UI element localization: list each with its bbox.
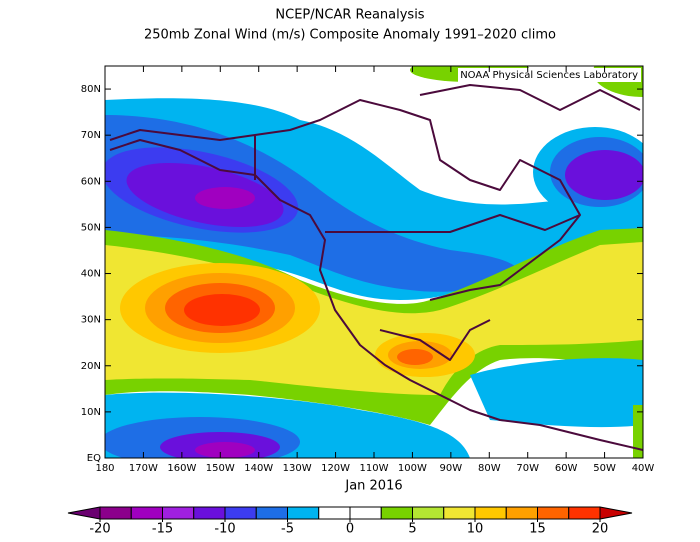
x-tick-label: 50W bbox=[593, 463, 616, 474]
colorbar-tick-label: 0 bbox=[346, 522, 354, 537]
x-tick-label: 90W bbox=[440, 463, 463, 474]
x-tick-label: 40W bbox=[632, 463, 655, 474]
y-tick-label: 80N bbox=[81, 84, 101, 95]
colorbar-arrow bbox=[67, 506, 101, 520]
x-tick-label: 140W bbox=[244, 463, 273, 474]
y-tick-label: 10N bbox=[81, 407, 101, 418]
source-box bbox=[458, 68, 641, 82]
colorbar-box bbox=[412, 506, 445, 520]
x-tick-label: 60W bbox=[555, 463, 578, 474]
colorbar-arrow bbox=[599, 506, 633, 520]
contour-field bbox=[105, 66, 643, 458]
x-axis-label: Jan 2016 bbox=[344, 479, 402, 494]
colorbar-box bbox=[193, 506, 226, 520]
colorbar-tick-label: 10 bbox=[467, 522, 484, 537]
colorbar-box bbox=[568, 506, 601, 520]
colorbar-box bbox=[162, 506, 195, 520]
colorbar-box bbox=[130, 506, 163, 520]
x-tick-label: 100W bbox=[398, 463, 427, 474]
y-tick-label: 60N bbox=[81, 176, 101, 187]
y-tick-label: EQ bbox=[87, 453, 101, 464]
y-tick-label: 70N bbox=[81, 130, 101, 141]
colorbar-box bbox=[443, 506, 476, 520]
colorbar-tick-label: -20 bbox=[89, 522, 110, 537]
chart-title: NCEP/NCAR Reanalysis bbox=[275, 8, 424, 23]
x-tick-label: 70W bbox=[516, 463, 539, 474]
colorbar-box bbox=[99, 506, 132, 520]
colorbar-box bbox=[349, 506, 382, 520]
colorbar-tick-label: 15 bbox=[529, 522, 546, 537]
y-tick-label: 30N bbox=[81, 315, 101, 326]
colorbar-box bbox=[537, 506, 570, 520]
x-tick-label: 160W bbox=[167, 463, 196, 474]
colorbar-box bbox=[255, 506, 288, 520]
colorbar-tick-label: 5 bbox=[408, 522, 416, 537]
x-tick-label: 150W bbox=[206, 463, 235, 474]
x-tick-label: 80W bbox=[478, 463, 501, 474]
colorbar-box bbox=[318, 506, 351, 520]
y-tick-label: 40N bbox=[81, 269, 101, 280]
x-tick-label: 170W bbox=[129, 463, 158, 474]
y-tick-label: 20N bbox=[81, 361, 101, 372]
colorbar-box bbox=[287, 506, 320, 520]
x-tick-label: 120W bbox=[321, 463, 350, 474]
colorbar-box bbox=[505, 506, 538, 520]
colorbar-tick-label: -15 bbox=[152, 522, 173, 537]
chart-subtitle: 250mb Zonal Wind (m/s) Composite Anomaly… bbox=[144, 28, 556, 43]
x-tick-label: 110W bbox=[360, 463, 389, 474]
colorbar-box bbox=[224, 506, 257, 520]
colorbar-box bbox=[474, 506, 507, 520]
source-label: NOAA Physical Sciences Laboratory bbox=[460, 70, 638, 81]
x-tick-label: 130W bbox=[283, 463, 312, 474]
colorbar-tick-label: -10 bbox=[214, 522, 235, 537]
colorbar-tick-label: -5 bbox=[281, 522, 294, 537]
colorbar-box bbox=[380, 506, 413, 520]
x-tick-label: 180 bbox=[95, 463, 114, 474]
colorbar-tick-label: 20 bbox=[592, 522, 609, 537]
y-tick-label: 50N bbox=[81, 222, 101, 233]
